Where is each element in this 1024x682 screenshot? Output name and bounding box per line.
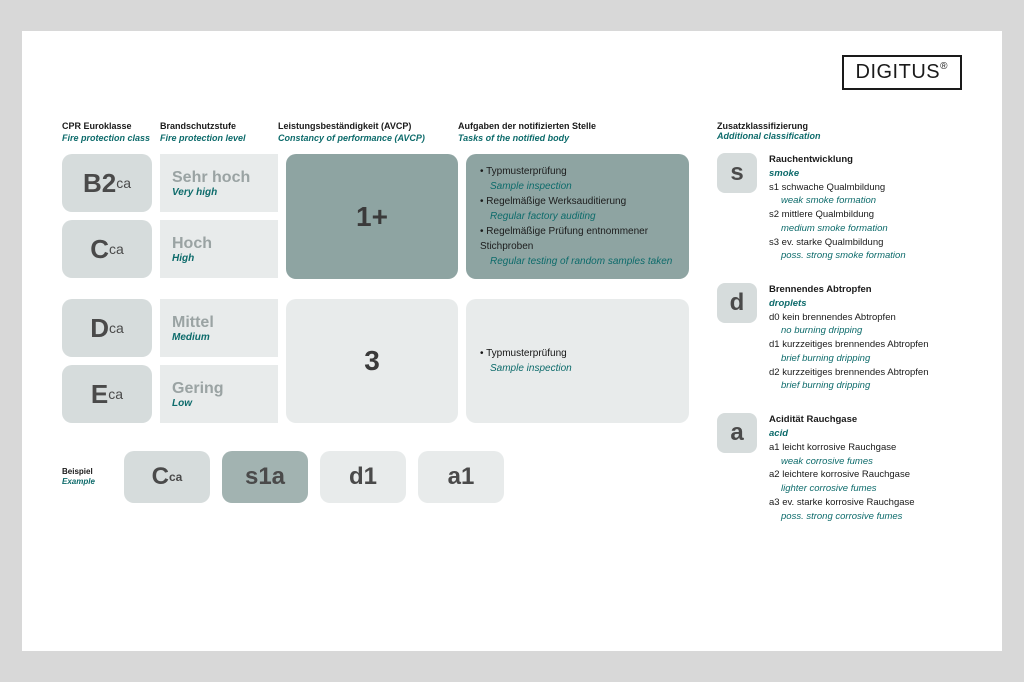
side-item: a2 leichtere korrosive Rauchgaselighter … [769, 468, 915, 496]
side-item: d1 kurzzeitiges brennendes Abtropfenbrie… [769, 338, 929, 366]
logo-digitus: DIGITUS® [842, 55, 963, 90]
grid: B2ca Sehr hoch Very high Cca [62, 154, 689, 423]
example-box-cca: Cca [124, 451, 210, 503]
row-b2ca: B2ca Sehr hoch Very high [62, 154, 278, 212]
task-item-en: Sample inspection [480, 361, 675, 376]
avcp-3: 3 [286, 299, 458, 423]
task-item-en: Regular testing of random samples taken [480, 254, 675, 269]
class-cell: Dca [62, 299, 152, 357]
level-cell: Sehr hoch Very high [160, 154, 278, 212]
side-title: Acidität Rauchgase acid [769, 413, 915, 441]
row-eca: Eca Gering Low [62, 365, 278, 423]
side-item: a3 ev. starke korrosive Rauchgaseposs. s… [769, 496, 915, 524]
column-headers: CPR Euroklasse Fire protection class Bra… [62, 121, 689, 144]
task-item-en: Sample inspection [480, 179, 675, 194]
example-box-d1: d1 [320, 451, 406, 503]
task-item: • Typmusterprüfung [480, 164, 675, 179]
registered-icon: ® [940, 61, 948, 72]
example-row: Beispiel Example Cca s1a d1 a1 [62, 451, 689, 503]
example-label: Beispiel Example [62, 467, 112, 488]
side-item: d2 kurzzeitiges brennendes Abtropfenbrie… [769, 366, 929, 394]
side-group-s: s Rauchentwicklung smoke s1 schwache Qua… [717, 153, 962, 263]
group-1: B2ca Sehr hoch Very high Cca [62, 154, 689, 279]
tasks-3: • Typmusterprüfung Sample inspection [466, 299, 689, 423]
side-item: s2 mittlere Qualmbildungmedium smoke for… [769, 208, 906, 236]
side-item: d0 kein brennendes Abtropfenno burning d… [769, 311, 929, 339]
side-item: s3 ev. starke Qualmbildungposs. strong s… [769, 236, 906, 264]
content: CPR Euroklasse Fire protection class Bra… [62, 121, 962, 543]
row-cca: Cca Hoch High [62, 220, 278, 278]
side-title: Rauchentwicklung smoke [769, 153, 906, 181]
side-group-a: a Acidität Rauchgase acid a1 leicht korr… [717, 413, 962, 523]
side-item: s1 schwache Qualmbildungweak smoke forma… [769, 181, 906, 209]
class-cell: B2ca [62, 154, 152, 212]
hdr-tasks: Aufgaben der notifizierten Stelle Tasks … [458, 121, 689, 144]
level-cell: Hoch High [160, 220, 278, 278]
side-header: Zusatzklassifizierung Additional classif… [717, 121, 962, 141]
group-2: Dca Mittel Medium Eca [62, 299, 689, 423]
hdr-class: CPR Euroklasse Fire protection class [62, 121, 160, 144]
side-panel: Zusatzklassifizierung Additional classif… [717, 121, 962, 543]
side-title: Brennendes Abtropfen droplets [769, 283, 929, 311]
avcp-1plus: 1+ [286, 154, 458, 279]
hdr-avcp: Leistungsbeständigkeit (AVCP) Constancy … [278, 121, 458, 144]
d-icon: d [717, 283, 757, 323]
class-cell: Eca [62, 365, 152, 423]
example-box-a1: a1 [418, 451, 504, 503]
row-dca: Dca Mittel Medium [62, 299, 278, 357]
side-item: a1 leicht korrosive Rauchgaseweak corros… [769, 441, 915, 469]
hdr-level: Brandschutzstufe Fire protection level [160, 121, 278, 144]
example-box-s1a: s1a [222, 451, 308, 503]
page: DIGITUS® CPR Euroklasse Fire protection … [22, 31, 1002, 651]
task-item: • Typmusterprüfung [480, 346, 675, 361]
main-table: CPR Euroklasse Fire protection class Bra… [62, 121, 689, 543]
s-icon: s [717, 153, 757, 193]
class-cell: Cca [62, 220, 152, 278]
task-item-en: Regular factory auditing [480, 209, 675, 224]
task-item: • Regelmäßige Werksauditierung [480, 194, 675, 209]
task-item: • Regelmäßige Prüfung entnommener Stichp… [480, 224, 675, 254]
level-cell: Gering Low [160, 365, 278, 423]
side-group-d: d Brennendes Abtropfen droplets d0 kein … [717, 283, 962, 393]
level-cell: Mittel Medium [160, 299, 278, 357]
a-icon: a [717, 413, 757, 453]
tasks-1plus: • Typmusterprüfung Sample inspection • R… [466, 154, 689, 279]
